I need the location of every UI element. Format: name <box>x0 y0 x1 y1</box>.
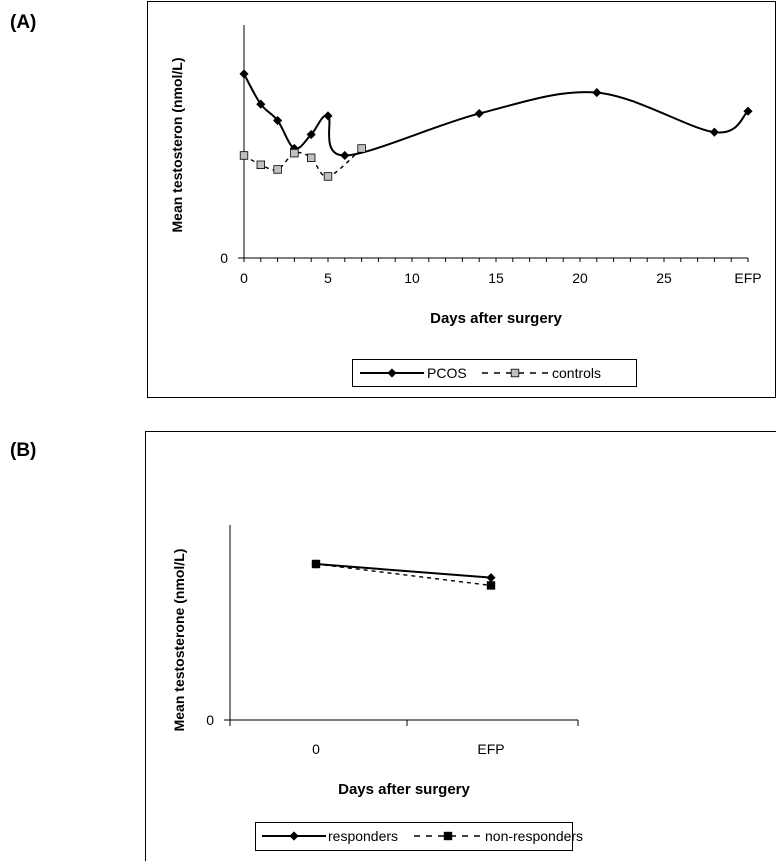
legend-b-responders-marker <box>289 831 299 841</box>
chart-a-x-tick-label: 20 <box>572 270 588 286</box>
chart-a-y-tick-label: 0 <box>220 250 228 266</box>
legend-a-pcos-marker <box>387 368 397 378</box>
chart-a-pcos-point <box>273 115 283 126</box>
chart-b-frame <box>145 431 776 861</box>
chart-a-controls-point <box>239 151 249 160</box>
legend-a-controls-marker <box>510 368 520 378</box>
chart-b-responders-line <box>315 563 492 579</box>
panel-b-label: (B) <box>10 440 37 461</box>
chart-a-controls-point <box>290 148 299 158</box>
chart-a-pcos-point <box>323 111 333 121</box>
chart-a-controls-point <box>306 153 316 163</box>
chart-a-controls-point <box>357 144 366 153</box>
chart-a-pcos-point <box>256 99 266 109</box>
chart-b-responders-point <box>486 573 496 583</box>
chart-a-pcos-point <box>592 88 602 98</box>
legend-a-controls-label: controls <box>552 365 601 381</box>
chart-a-x-axis-label: Days after surgery <box>430 310 562 327</box>
chart-a-pcos-point <box>743 106 753 116</box>
legend-a: PCOS controls <box>360 365 601 381</box>
chart-b-nonresponders-line <box>315 563 492 587</box>
chart-a-frame <box>147 1 776 398</box>
chart-a-pcos-point <box>474 108 484 119</box>
chart-a-x-tick-label: 5 <box>324 270 332 286</box>
chart-b-responders-point <box>311 559 321 569</box>
chart-a-x-tick-label: 0 <box>240 270 248 286</box>
legend-b: responders non-responders <box>262 828 583 844</box>
chart-a-x-tick-label: 10 <box>404 270 420 286</box>
legend-b-responders-label: responders <box>328 828 398 844</box>
chart-a-pcos-point <box>340 150 350 161</box>
chart-a-pcos-point <box>239 69 249 79</box>
chart-a-pcos-point <box>306 129 316 140</box>
chart-b: 0 EFP 0 Days after surgery Mean testosterone… <box>171 525 579 798</box>
chart-a: 0 5 10 15 20 25 EFP 0 Days after surgery Mean tes… <box>169 25 762 327</box>
chart-a-x-tick-label: 25 <box>656 270 672 286</box>
chart-a-controls-point <box>273 165 282 174</box>
chart-b-x-tick-label: EFP <box>477 741 504 757</box>
legend-b-nonresponders-marker <box>443 831 453 841</box>
chart-b-y-axis-label: Mean testosterone (nmol/L) <box>171 549 187 732</box>
chart-b-x-tick-label: 0 <box>312 741 320 757</box>
chart-a-controls-point <box>256 160 265 169</box>
chart-b-x-axis-label: Days after surgery <box>338 781 470 798</box>
chart-a-x-tick-label: EFP <box>734 270 761 286</box>
chart-a-pcos-line <box>243 73 749 157</box>
chart-a-pcos-point <box>709 127 719 137</box>
panel-a-label: (A) <box>10 12 37 33</box>
chart-a-x-tick-label: 15 <box>488 270 504 286</box>
chart-b-y-tick-label: 0 <box>206 712 214 728</box>
chart-a-y-axis-label: Mean testosteron (nmol/L) <box>169 57 185 232</box>
chart-a-controls-point <box>323 172 333 181</box>
chart-b-nonresponders-point <box>486 581 496 590</box>
legend-a-pcos-label: PCOS <box>427 365 467 381</box>
legend-b-nonresponders-label: non-responders <box>485 828 583 844</box>
